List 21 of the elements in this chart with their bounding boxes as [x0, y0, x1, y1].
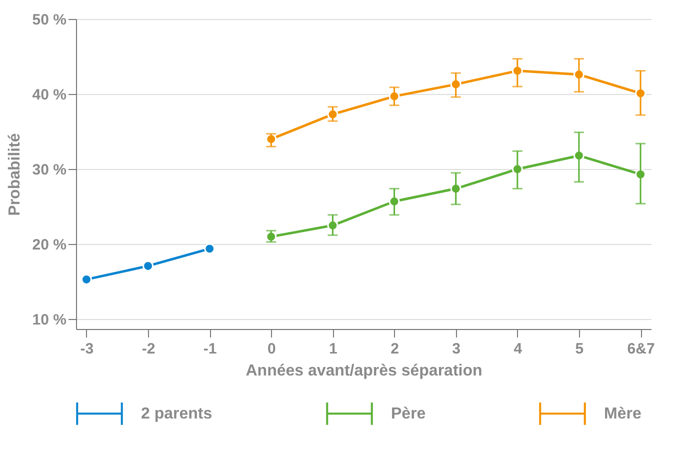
x-tick-label: -1 — [203, 340, 217, 358]
y-tick-label: 20 % — [32, 236, 66, 254]
y-tick-label: 40 % — [32, 86, 66, 104]
x-tick-label: 5 — [575, 340, 584, 358]
y-axis-title: Probabilité — [6, 133, 24, 216]
x-tick-label: -3 — [80, 340, 94, 358]
x-tick-label: -2 — [142, 340, 156, 358]
y-tick-label: 10 % — [32, 312, 66, 329]
legend-label: 2 parents — [141, 406, 212, 423]
x-tick-label: 1 — [329, 340, 338, 358]
x-tick-label: 0 — [267, 340, 276, 358]
x-tick-label: 6&7 — [627, 340, 655, 358]
x-tick-label: 2 — [390, 340, 399, 358]
x-tick-label: 4 — [514, 340, 523, 358]
point — [204, 243, 216, 254]
legend-label: Père — [391, 406, 426, 423]
x-tick-label: 3 — [452, 340, 461, 358]
y-tick-label: 50 % — [32, 12, 66, 28]
y-tick-label: 30 % — [32, 162, 66, 179]
legend-label: Mère — [604, 406, 642, 423]
x-axis-title: Années avant/après séparation — [246, 362, 482, 380]
